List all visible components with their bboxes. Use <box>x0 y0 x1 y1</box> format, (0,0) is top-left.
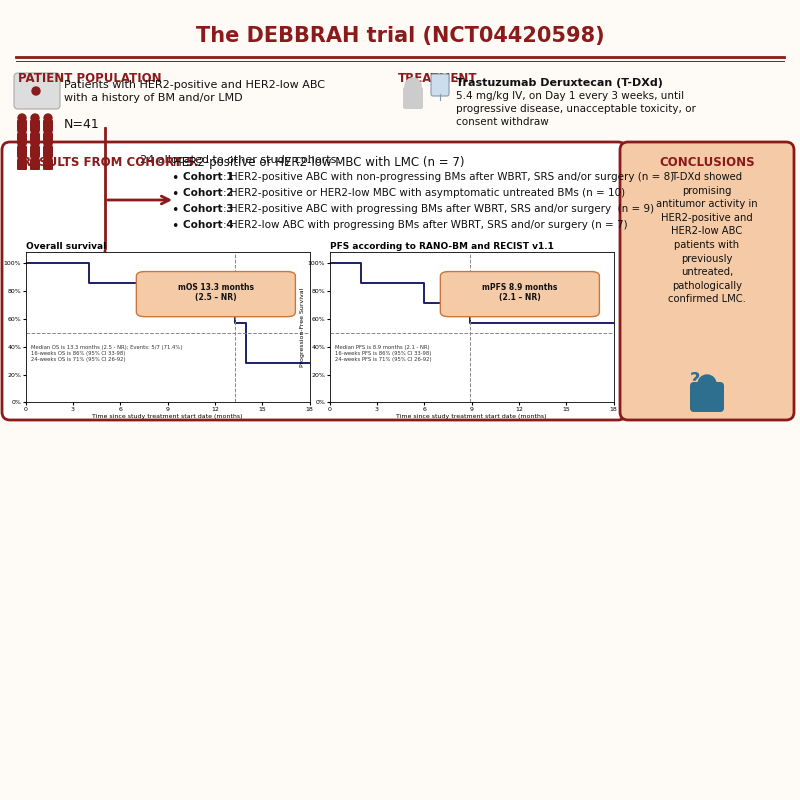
Text: Patients with HER2-positive and HER2-low ABC: Patients with HER2-positive and HER2-low… <box>64 80 325 90</box>
FancyBboxPatch shape <box>440 271 599 317</box>
Circle shape <box>31 114 39 122</box>
Circle shape <box>18 140 26 148</box>
FancyBboxPatch shape <box>17 120 27 131</box>
Circle shape <box>44 127 52 135</box>
Text: 5.4 mg/kg IV, on Day 1 every 3 weeks, until
progressive disease, unacceptable to: 5.4 mg/kg IV, on Day 1 every 3 weeks, un… <box>456 91 696 127</box>
FancyBboxPatch shape <box>431 74 449 96</box>
FancyBboxPatch shape <box>43 120 53 131</box>
Circle shape <box>18 153 26 161</box>
Circle shape <box>31 140 39 148</box>
Text: Median PFS is 8.9 months (2.1 - NR)
16-weeks PFS is 86% (95% CI 33-98)
24-weeks : Median PFS is 8.9 months (2.1 - NR) 16-w… <box>335 346 432 362</box>
Circle shape <box>44 114 52 122</box>
Text: Cohort 3: Cohort 3 <box>183 204 234 214</box>
X-axis label: Time since study treatment start date (months): Time since study treatment start date (m… <box>396 414 547 419</box>
FancyBboxPatch shape <box>30 146 40 157</box>
Text: Cohort 4: Cohort 4 <box>183 220 234 230</box>
Text: TREATMENT: TREATMENT <box>398 72 478 85</box>
Text: The DEBBRAH trial (NCT04420598): The DEBBRAH trial (NCT04420598) <box>196 26 604 46</box>
Text: Cohort 2: Cohort 2 <box>183 188 234 198</box>
FancyBboxPatch shape <box>620 142 794 420</box>
Y-axis label: Overall Survival: Overall Survival <box>0 302 1 352</box>
Text: N=41: N=41 <box>64 118 100 131</box>
Circle shape <box>31 153 39 161</box>
Circle shape <box>31 127 39 135</box>
FancyBboxPatch shape <box>403 87 423 109</box>
Text: Cohort 1: Cohort 1 <box>183 172 234 182</box>
Text: Trastuzumab Deruxtecan (T-DXd): Trastuzumab Deruxtecan (T-DXd) <box>456 78 663 88</box>
FancyBboxPatch shape <box>17 146 27 157</box>
FancyBboxPatch shape <box>17 133 27 144</box>
FancyBboxPatch shape <box>30 120 40 131</box>
Text: : HER2-positive ABC with non-progressing BMs after WBRT, SRS and/or surgery (n =: : HER2-positive ABC with non-progressing… <box>223 172 674 182</box>
Circle shape <box>18 127 26 135</box>
Circle shape <box>32 87 40 95</box>
Circle shape <box>44 153 52 161</box>
Circle shape <box>698 375 716 393</box>
FancyBboxPatch shape <box>690 382 724 412</box>
FancyBboxPatch shape <box>30 133 40 144</box>
Text: ?: ? <box>690 371 700 389</box>
FancyBboxPatch shape <box>17 159 27 170</box>
Circle shape <box>405 78 421 94</box>
Text: with a history of BM and/or LMD: with a history of BM and/or LMD <box>64 93 242 103</box>
Text: mPFS 8.9 months
(2.1 – NR): mPFS 8.9 months (2.1 – NR) <box>482 283 558 302</box>
Text: HER2-positive or HER2-low MBC with LMC (n = 7): HER2-positive or HER2-low MBC with LMC (… <box>158 156 465 169</box>
FancyBboxPatch shape <box>43 146 53 157</box>
Text: CONCLUSIONS: CONCLUSIONS <box>659 156 755 169</box>
FancyBboxPatch shape <box>136 271 295 317</box>
FancyBboxPatch shape <box>2 142 626 420</box>
X-axis label: Time since study treatment start date (months): Time since study treatment start date (m… <box>92 414 243 419</box>
Text: PATIENT POPULATION: PATIENT POPULATION <box>18 72 162 85</box>
Text: PFS according to RANO-BM and RECIST v1.1: PFS according to RANO-BM and RECIST v1.1 <box>330 242 554 251</box>
Text: : HER2-low ABC with progressing BMs after WBRT, SRS and/or surgery (n = 7): : HER2-low ABC with progressing BMs afte… <box>223 220 628 230</box>
FancyBboxPatch shape <box>14 73 60 109</box>
Text: : HER2-positive or HER2-low MBC with asymptomatic untreated BMs (n = 10): : HER2-positive or HER2-low MBC with asy… <box>223 188 625 198</box>
FancyBboxPatch shape <box>43 159 53 170</box>
Text: •: • <box>171 204 178 217</box>
Text: mOS 13.3 months
(2.5 – NR): mOS 13.3 months (2.5 – NR) <box>178 283 254 302</box>
Text: Overall survival: Overall survival <box>26 242 106 251</box>
Y-axis label: Progression-Free Survival: Progression-Free Survival <box>300 287 305 367</box>
Circle shape <box>44 140 52 148</box>
Circle shape <box>18 114 26 122</box>
Text: T-DXd showed
promising
antitumor activity in
HER2-positive and
HER2-low ABC
pati: T-DXd showed promising antitumor activit… <box>656 172 758 304</box>
Text: •: • <box>171 172 178 185</box>
Text: RESULTS FROM COHORT 5:: RESULTS FROM COHORT 5: <box>22 156 199 169</box>
Text: Median OS is 13.3 months (2.5 - NR); Events: 5/7 (71.4%)
16-weeks OS is 86% (95%: Median OS is 13.3 months (2.5 - NR); Eve… <box>31 346 182 362</box>
Text: 24 allocated to other study cohorts:: 24 allocated to other study cohorts: <box>140 155 340 165</box>
Text: •: • <box>171 188 178 201</box>
FancyBboxPatch shape <box>43 133 53 144</box>
Text: : HER2-positive ABC with progressing BMs after WBRT, SRS and/or surgery  (n = 9): : HER2-positive ABC with progressing BMs… <box>223 204 654 214</box>
FancyBboxPatch shape <box>30 159 40 170</box>
Text: •: • <box>171 220 178 233</box>
